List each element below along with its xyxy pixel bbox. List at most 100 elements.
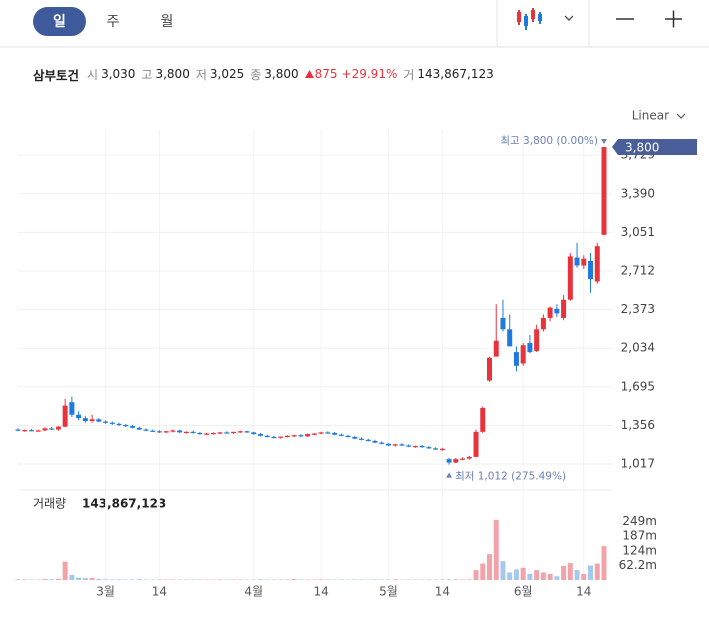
y-tick-label: 2,034 xyxy=(621,341,655,355)
candle-body xyxy=(96,419,102,422)
candle-body xyxy=(513,352,519,366)
volume-bar xyxy=(49,579,55,580)
candle-body xyxy=(210,432,216,435)
low-annotation: 최저 1,012 (275.49%) xyxy=(455,471,566,483)
candle-body xyxy=(217,432,223,434)
candle-body xyxy=(42,428,48,431)
candle-body xyxy=(561,299,567,318)
x-tick-label: 14 xyxy=(435,585,450,599)
up-arrow xyxy=(304,70,314,78)
volume-bar xyxy=(103,579,109,580)
volume-bar xyxy=(540,572,546,580)
candle-body xyxy=(540,317,546,330)
candle-body xyxy=(493,340,499,357)
volume-bar xyxy=(547,573,553,580)
candle-body xyxy=(190,431,196,434)
candle-body xyxy=(439,448,445,451)
volume-bar xyxy=(190,579,196,580)
candle-body xyxy=(156,431,162,433)
volume-bar xyxy=(588,565,594,580)
candle-body xyxy=(466,456,472,459)
candle-body xyxy=(318,432,324,434)
candle-body xyxy=(534,329,540,351)
candle-body xyxy=(372,440,378,443)
candle-body xyxy=(426,447,432,449)
candle-body xyxy=(500,317,506,330)
volume-bar xyxy=(534,570,540,580)
candle-body xyxy=(305,434,311,437)
x-tick-label: 14 xyxy=(576,585,591,599)
candle-body xyxy=(257,434,263,436)
tab-selected-bg[interactable] xyxy=(33,7,86,36)
quote-value: 3,025 xyxy=(209,67,245,81)
volume-bar xyxy=(473,570,479,580)
candle-body xyxy=(231,431,237,434)
volume-bar xyxy=(55,578,61,580)
tab[interactable]: 주 xyxy=(107,14,120,30)
zoom-in[interactable] xyxy=(665,10,682,28)
volume-bar xyxy=(554,576,560,580)
volume-total: 143,867,123 xyxy=(82,497,166,511)
volume-bar xyxy=(426,579,432,580)
volume-bar xyxy=(62,561,68,580)
candle-body xyxy=(433,448,439,450)
quote-value: 3,800 xyxy=(264,67,299,81)
x-tick-label: 5월 xyxy=(379,585,398,599)
volume-bar xyxy=(352,579,358,580)
candle-body xyxy=(480,407,486,432)
volume-bar xyxy=(22,579,28,580)
volume-bar xyxy=(163,579,169,580)
volume-bar xyxy=(480,563,486,580)
candle-body xyxy=(82,418,88,421)
candle-body xyxy=(204,433,210,435)
candle-body xyxy=(264,435,270,438)
volume-bar xyxy=(109,579,115,580)
volume-bar xyxy=(35,579,41,580)
candle-body xyxy=(588,260,594,280)
volume-bar xyxy=(513,569,519,580)
candle-body xyxy=(594,246,600,282)
y-tick-label: 1,356 xyxy=(621,418,655,432)
scale-caret[interactable] xyxy=(676,113,686,119)
candle-body xyxy=(284,435,290,438)
candle-body xyxy=(22,430,28,432)
tab[interactable]: 월 xyxy=(161,14,174,30)
x-tick-label: 14 xyxy=(313,585,328,599)
volume-bar xyxy=(507,572,513,580)
candle-body xyxy=(130,426,136,428)
volume-bar xyxy=(130,579,136,580)
chart-type-icon[interactable] xyxy=(517,8,542,30)
candle-body xyxy=(527,342,533,353)
high-annotation: 최고 3,800 (0.00%) xyxy=(500,135,598,147)
volume-bar xyxy=(594,563,600,580)
candle-body xyxy=(291,435,297,437)
candle-body xyxy=(183,431,189,434)
candle-body xyxy=(170,430,176,432)
candle-body xyxy=(412,446,418,448)
candle-body xyxy=(547,307,553,318)
tab[interactable]: 일 xyxy=(53,14,66,30)
candle-body xyxy=(136,427,142,430)
y-tick-label: 1,695 xyxy=(621,379,655,393)
scale-mode[interactable]: Linear xyxy=(632,109,669,123)
candle-body xyxy=(251,432,257,435)
quote-label: 종 xyxy=(250,67,262,82)
candle-body xyxy=(244,431,250,433)
volume-bar xyxy=(439,579,445,580)
candle-body xyxy=(520,345,526,364)
candle-body xyxy=(581,258,587,266)
quote-value: 3,800 xyxy=(155,67,190,81)
y-tick-label: 2,712 xyxy=(621,263,655,277)
x-tick-label: 6월 xyxy=(514,585,533,599)
candle-body xyxy=(143,429,149,431)
candle-body xyxy=(177,430,183,433)
candle-body xyxy=(385,443,391,446)
volume-title: 거래량 xyxy=(33,497,66,511)
candle-body xyxy=(365,439,371,441)
candle-body xyxy=(359,438,365,440)
volume-bar xyxy=(567,563,573,580)
candle-body xyxy=(278,436,284,438)
quote-label: 저 xyxy=(195,67,207,82)
dropdown-caret[interactable] xyxy=(564,15,574,21)
